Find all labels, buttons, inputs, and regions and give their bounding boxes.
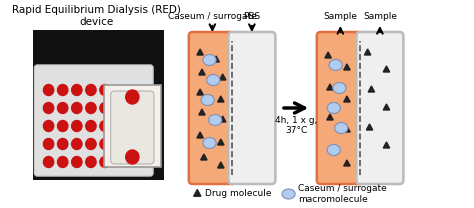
FancyBboxPatch shape	[228, 32, 275, 184]
Circle shape	[57, 103, 68, 114]
Polygon shape	[344, 64, 350, 70]
Polygon shape	[199, 69, 205, 75]
Polygon shape	[197, 49, 203, 55]
FancyBboxPatch shape	[104, 85, 161, 167]
Polygon shape	[201, 154, 207, 160]
Ellipse shape	[327, 145, 340, 156]
Polygon shape	[344, 96, 350, 102]
Polygon shape	[218, 162, 224, 168]
Circle shape	[57, 156, 68, 167]
Ellipse shape	[207, 74, 220, 85]
Circle shape	[86, 84, 96, 95]
Polygon shape	[344, 126, 350, 132]
Polygon shape	[199, 109, 205, 115]
FancyBboxPatch shape	[317, 32, 364, 184]
Polygon shape	[219, 116, 226, 122]
Circle shape	[100, 120, 110, 131]
Circle shape	[44, 139, 54, 150]
Text: Caseum / surrogate: Caseum / surrogate	[168, 12, 257, 21]
Text: 4h, 1 x g,
37°C: 4h, 1 x g, 37°C	[275, 116, 317, 135]
FancyBboxPatch shape	[356, 32, 403, 184]
Text: PBS: PBS	[243, 12, 260, 21]
FancyBboxPatch shape	[189, 32, 236, 184]
Ellipse shape	[329, 59, 342, 71]
Circle shape	[44, 120, 54, 131]
Polygon shape	[328, 146, 335, 152]
Ellipse shape	[201, 94, 214, 105]
Ellipse shape	[209, 114, 222, 125]
Polygon shape	[218, 96, 224, 102]
Polygon shape	[325, 52, 331, 58]
Polygon shape	[197, 89, 203, 95]
Circle shape	[57, 120, 68, 131]
Circle shape	[72, 120, 82, 131]
Polygon shape	[368, 86, 374, 92]
Ellipse shape	[335, 123, 348, 134]
Circle shape	[86, 139, 96, 150]
Polygon shape	[213, 56, 219, 62]
Circle shape	[100, 84, 110, 95]
Circle shape	[57, 139, 68, 150]
Circle shape	[72, 84, 82, 95]
Circle shape	[100, 103, 110, 114]
Polygon shape	[344, 160, 350, 166]
Circle shape	[86, 156, 96, 167]
FancyBboxPatch shape	[33, 30, 164, 180]
Polygon shape	[365, 49, 371, 55]
Text: Caseum / surrogate
macromolecule: Caseum / surrogate macromolecule	[298, 184, 387, 204]
Polygon shape	[327, 114, 333, 120]
Text: Drug molecule: Drug molecule	[205, 189, 271, 198]
Polygon shape	[219, 74, 226, 80]
Circle shape	[86, 103, 96, 114]
Ellipse shape	[282, 189, 295, 199]
Circle shape	[86, 120, 96, 131]
Circle shape	[44, 156, 54, 167]
Circle shape	[44, 84, 54, 95]
Circle shape	[72, 139, 82, 150]
FancyBboxPatch shape	[111, 91, 154, 164]
Text: Rapid Equilibrium Dialysis (RED)
device: Rapid Equilibrium Dialysis (RED) device	[12, 5, 181, 27]
Polygon shape	[197, 132, 203, 138]
Polygon shape	[383, 142, 390, 148]
Circle shape	[44, 103, 54, 114]
Polygon shape	[383, 66, 390, 72]
Circle shape	[72, 156, 82, 167]
Text: Sample: Sample	[363, 12, 397, 21]
Polygon shape	[327, 84, 333, 90]
Circle shape	[57, 84, 68, 95]
Ellipse shape	[333, 83, 346, 94]
Ellipse shape	[203, 54, 216, 66]
Circle shape	[100, 139, 110, 150]
Circle shape	[126, 90, 139, 104]
Text: Sample: Sample	[323, 12, 357, 21]
Circle shape	[126, 150, 139, 164]
Circle shape	[72, 103, 82, 114]
Circle shape	[100, 156, 110, 167]
Polygon shape	[366, 124, 373, 130]
Polygon shape	[218, 139, 224, 145]
Polygon shape	[383, 104, 390, 110]
Ellipse shape	[203, 137, 216, 149]
Polygon shape	[194, 189, 201, 196]
FancyBboxPatch shape	[35, 65, 153, 176]
Ellipse shape	[327, 103, 340, 114]
